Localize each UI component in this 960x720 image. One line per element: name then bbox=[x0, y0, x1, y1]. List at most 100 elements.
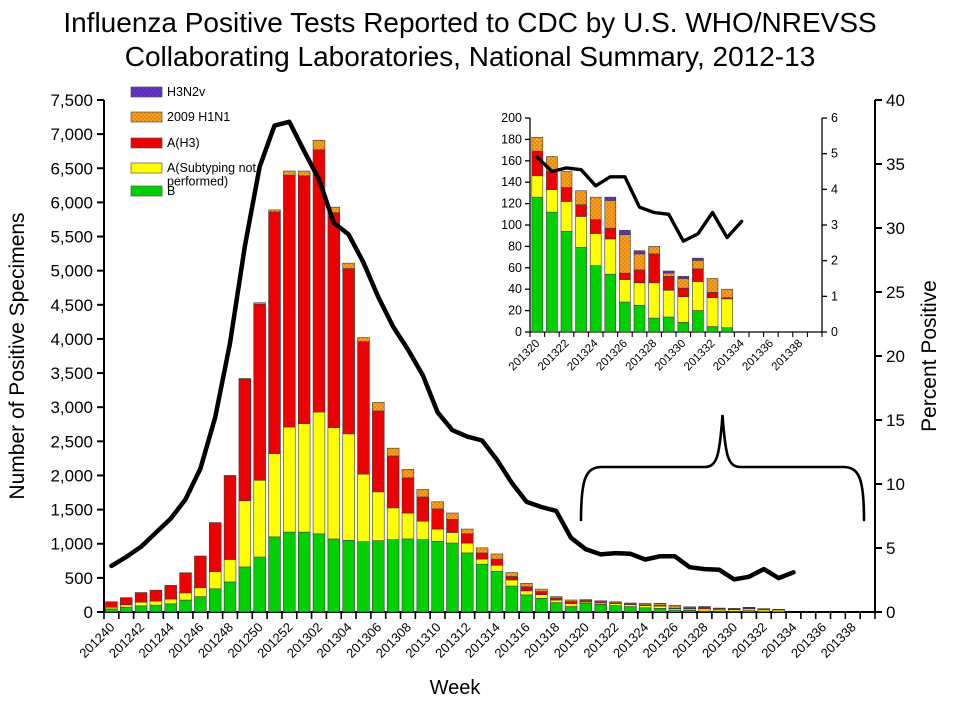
inset-bar-segment bbox=[633, 282, 646, 306]
legend-label: performed) bbox=[167, 175, 228, 189]
chart-title-line1: Influenza Positive Tests Reported to CDC… bbox=[63, 7, 876, 38]
y-left-tick-label: 3,500 bbox=[50, 364, 93, 383]
bar-segment bbox=[624, 606, 637, 613]
inset-bar-segment bbox=[560, 171, 573, 188]
bar-segment bbox=[268, 453, 281, 538]
bar-segment bbox=[297, 175, 311, 424]
inset-bar-segment bbox=[575, 190, 587, 205]
bar-segment bbox=[268, 536, 281, 613]
bar-segment bbox=[431, 528, 444, 542]
bar-segment bbox=[120, 604, 133, 608]
y-right-tick-label: 25 bbox=[886, 283, 905, 302]
bar-segment bbox=[164, 603, 177, 613]
y-right-tick-label: 15 bbox=[886, 411, 905, 430]
bar-segment bbox=[772, 608, 785, 611]
inset-bar-segment bbox=[648, 246, 660, 255]
bar-segment bbox=[416, 520, 429, 540]
inset-stacked-bars bbox=[531, 136, 733, 333]
bar-segment bbox=[253, 556, 266, 613]
bar-segment bbox=[401, 469, 415, 479]
inset-bar-segment bbox=[575, 204, 587, 217]
inset-x-tick-label: 201322 bbox=[536, 338, 572, 374]
bar-segment bbox=[668, 605, 682, 609]
bar-segment bbox=[535, 594, 548, 599]
inset-bar-segment bbox=[619, 301, 631, 333]
inset-x-tick-label: 201338 bbox=[770, 338, 806, 374]
inset-bar-segment bbox=[531, 136, 544, 152]
inset-y-right-tick-label: 0 bbox=[831, 325, 838, 339]
inset-bar-segment bbox=[692, 268, 704, 283]
bar-segment bbox=[475, 552, 489, 560]
bar-segment bbox=[268, 211, 281, 454]
bar-segment bbox=[550, 597, 563, 601]
bar-segment bbox=[594, 600, 607, 603]
bar-segment bbox=[238, 566, 252, 613]
y-left-tick-label: 3,000 bbox=[50, 398, 93, 417]
y-left-tick-label: 500 bbox=[65, 569, 93, 588]
bar-segment bbox=[194, 587, 207, 597]
bar-segment bbox=[579, 603, 593, 613]
inset-bar-segment bbox=[677, 322, 690, 333]
inset-y-left-tick-label: 0 bbox=[515, 325, 522, 339]
bar-segment bbox=[223, 581, 237, 613]
inset-bar-segment bbox=[692, 257, 704, 261]
inset-x-tick-label: 201330 bbox=[653, 338, 689, 374]
bar-segment bbox=[446, 532, 459, 544]
inset-x-tick-label: 201336 bbox=[740, 338, 776, 374]
y-left-tick-label: 1,000 bbox=[50, 535, 93, 554]
bar-segment bbox=[609, 605, 622, 613]
inset-bar-segment bbox=[633, 250, 646, 255]
inset-bar-segment bbox=[619, 272, 631, 280]
inset-bar-segment bbox=[589, 219, 602, 234]
bar-segment bbox=[416, 489, 429, 498]
inset-bar-segment bbox=[677, 278, 690, 289]
inset-x-tick-label: 201324 bbox=[565, 337, 601, 373]
brace-annotation bbox=[579, 414, 866, 522]
inset-bar-segment bbox=[721, 298, 733, 329]
bar-segment bbox=[475, 563, 489, 613]
y-right-tick-label: 40 bbox=[886, 91, 905, 110]
y-right-tick-label: 10 bbox=[886, 475, 905, 494]
inset-bar-segment bbox=[619, 279, 631, 303]
inset-y-left-tick-label: 40 bbox=[508, 282, 522, 296]
y-left-tick-label: 1,500 bbox=[50, 501, 93, 520]
bar-segment bbox=[431, 501, 444, 510]
y-left-tick-label: 0 bbox=[84, 603, 93, 622]
y-right-tick-label: 5 bbox=[886, 539, 895, 558]
inset-bar-segment bbox=[692, 281, 704, 311]
bar-segment bbox=[416, 539, 429, 613]
bar-segment bbox=[208, 588, 222, 613]
y-left-tick-label: 7,000 bbox=[50, 125, 93, 144]
bar-segment bbox=[386, 455, 400, 509]
inset-y-right-tick-label: 3 bbox=[831, 218, 838, 232]
bar-segment bbox=[149, 604, 163, 613]
inset-bar-segment bbox=[560, 231, 573, 333]
bar-segment bbox=[520, 586, 533, 592]
bar-segment bbox=[416, 496, 429, 522]
bar-segment bbox=[164, 598, 177, 605]
legend-swatch bbox=[130, 111, 163, 123]
inset-bar-segment bbox=[589, 233, 602, 266]
percent-positive-line bbox=[109, 119, 796, 582]
y-left-tick-label: 6,000 bbox=[50, 193, 93, 212]
y-left-tick-label: 5,000 bbox=[50, 262, 93, 281]
inset-percent-positive-line bbox=[535, 155, 744, 243]
bar-segment bbox=[372, 410, 385, 493]
inset-bar-segment bbox=[575, 247, 587, 333]
bar-segment bbox=[208, 571, 222, 590]
inset-y-left-tick-label: 200 bbox=[501, 111, 522, 125]
bar-segment bbox=[757, 608, 771, 610]
inset-y-left-tick-label: 120 bbox=[501, 197, 522, 211]
bar-segment bbox=[283, 426, 296, 533]
inset-bar-segment bbox=[662, 316, 675, 333]
bar-segment bbox=[134, 601, 148, 607]
inset-bar-segment bbox=[560, 187, 573, 202]
inset-bar-segment bbox=[531, 196, 544, 333]
inset-bar-segment bbox=[575, 216, 587, 248]
inset-bar-segment bbox=[648, 282, 660, 319]
inset-bar-segment bbox=[662, 289, 675, 318]
inset-y-right-tick-label: 6 bbox=[831, 111, 838, 125]
bar-segment bbox=[505, 576, 518, 581]
bar-segment bbox=[386, 507, 400, 540]
bar-segment bbox=[268, 209, 281, 213]
